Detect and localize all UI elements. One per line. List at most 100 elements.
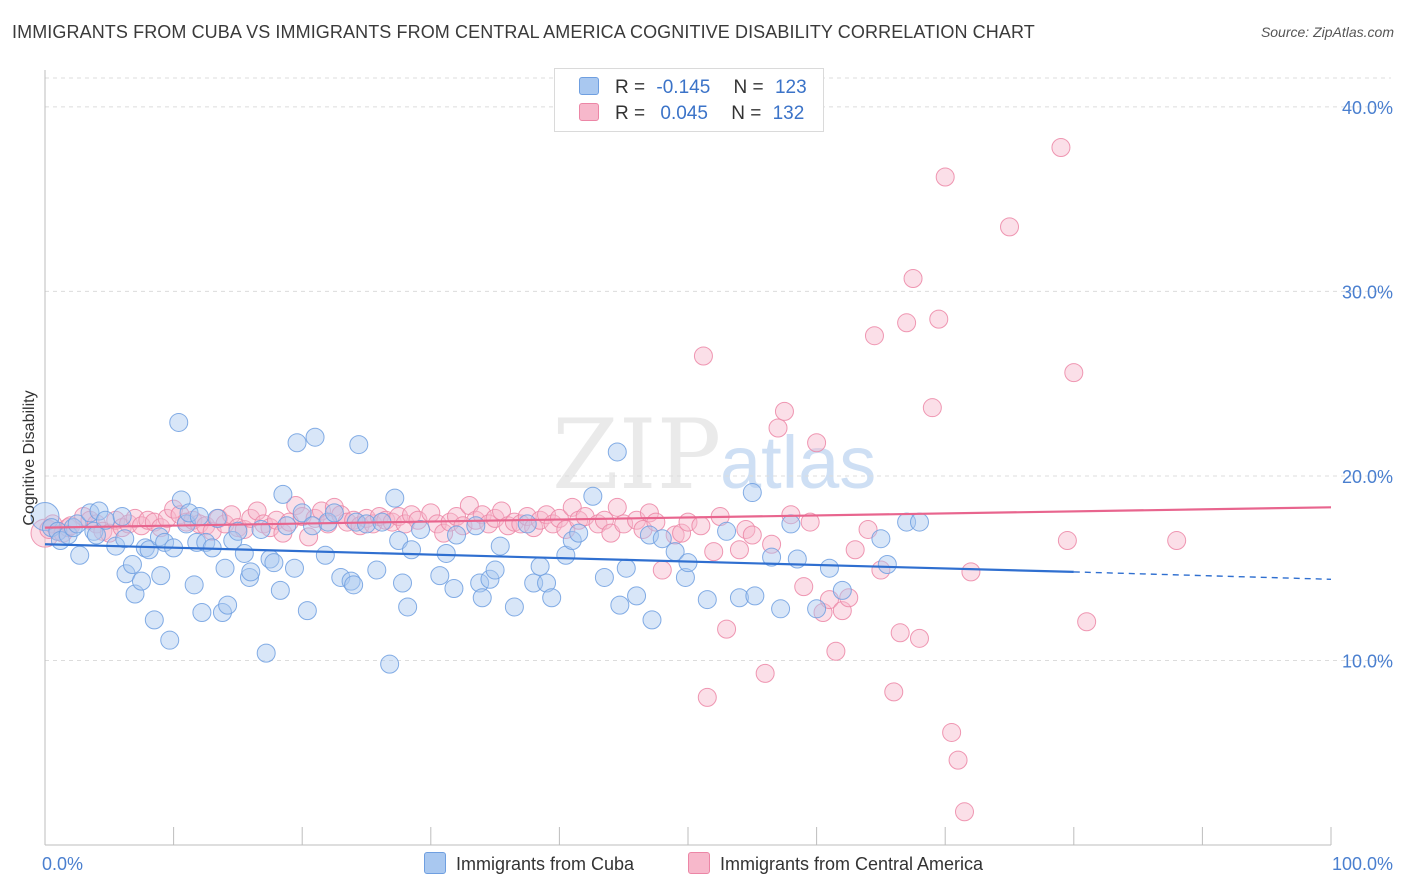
n-value: 132: [772, 103, 805, 124]
cuba-point: [562, 531, 582, 551]
cuba-point: [639, 525, 659, 545]
cuba-point: [30, 502, 60, 532]
central-america-point: [1077, 612, 1097, 632]
cuba-point: [819, 558, 839, 578]
central-america-point: [807, 433, 827, 453]
central-america-point: [61, 516, 81, 536]
cuba-point: [697, 590, 717, 610]
legend-label-cuba: Immigrants from Cuba: [456, 854, 635, 874]
central-america-point: [768, 418, 788, 438]
r-value: -0.145: [656, 77, 711, 98]
central-america-point: [935, 167, 955, 187]
cuba-point: [583, 486, 603, 506]
cuba-point: [207, 508, 227, 528]
central-america-point: [729, 540, 749, 560]
central-america-point: [524, 518, 544, 538]
legend-item-cuba[interactable]: Immigrants from Cuba: [424, 852, 634, 875]
central-america-point: [1167, 531, 1187, 551]
y-tick-label: 20.0%: [1342, 467, 1393, 487]
central-america-point: [472, 505, 492, 525]
cuba-point: [192, 603, 212, 622]
n-label: N =: [731, 103, 762, 124]
central-america-point: [903, 269, 923, 289]
central-america-point: [742, 525, 762, 545]
watermark-atlas: atlas: [720, 421, 876, 504]
central-america-point: [794, 577, 814, 597]
central-america-point: [839, 588, 859, 608]
cuba-trend-extension: [1073, 571, 1332, 580]
central-america-point: [157, 508, 177, 528]
cuba-point: [184, 575, 204, 595]
central-america-point: [1057, 531, 1077, 551]
central-america-point: [693, 346, 713, 366]
n-label: N =: [733, 77, 764, 98]
stats-row-central-america: R = 0.045 N = 132: [579, 103, 804, 125]
cuba-point: [393, 573, 413, 593]
cuba-point: [215, 558, 235, 578]
r-label: R =: [615, 103, 646, 124]
cuba-point: [781, 514, 801, 534]
cuba-point: [717, 521, 737, 541]
cuba-point: [490, 536, 510, 556]
central-america-point: [961, 562, 981, 582]
cuba-point: [832, 580, 852, 600]
cuba-trend-line: [44, 543, 1074, 574]
central-america-point: [800, 512, 820, 532]
central-america-point: [890, 623, 910, 643]
cuba-point: [189, 507, 209, 527]
cuba-point: [305, 427, 325, 447]
central-america-point: [717, 619, 737, 639]
cuba-point: [151, 566, 171, 586]
cuba-point: [729, 588, 749, 608]
cuba-point: [380, 654, 400, 674]
central-america-point: [601, 523, 621, 543]
cuba-point: [70, 545, 90, 565]
x-tick-label-min: 0.0%: [42, 854, 83, 874]
cuba-point: [569, 523, 589, 543]
cuba-point: [472, 588, 492, 608]
cuba-point: [594, 567, 614, 587]
cuba-point: [762, 547, 782, 567]
cuba-point: [367, 560, 387, 580]
cuba-point: [149, 527, 169, 547]
cuba-point: [909, 512, 929, 532]
central-america-point: [691, 516, 711, 536]
axes: [44, 70, 1332, 846]
cuba-point: [116, 564, 136, 584]
central-america-point: [672, 523, 692, 543]
legend-item-central-america[interactable]: Immigrants from Central America: [688, 852, 983, 875]
cuba-point: [642, 610, 662, 630]
cuba-point: [302, 516, 322, 536]
cuba-point: [745, 586, 765, 606]
cuba-point: [270, 580, 290, 600]
cuba-point: [287, 433, 307, 453]
cuba-point: [652, 529, 672, 549]
central-america-point: [704, 542, 724, 562]
central-america-point: [774, 401, 794, 421]
cuba-point: [256, 643, 276, 663]
cuba-point: [179, 503, 199, 523]
cuba-point: [349, 435, 369, 455]
x-tick-label-max: 100.0%: [1332, 854, 1393, 874]
cuba-point: [196, 532, 216, 552]
cuba-point: [264, 553, 284, 573]
central-america-point: [106, 510, 126, 530]
central-america-point: [897, 313, 917, 333]
cuba-point: [517, 514, 537, 534]
cuba-point: [871, 529, 891, 549]
central-america-point: [864, 326, 884, 346]
cuba-point: [112, 507, 132, 527]
cuba-point: [430, 566, 450, 586]
cuba-point: [89, 501, 109, 521]
watermark-zip: ZIP: [552, 399, 721, 511]
cuba-point: [675, 567, 695, 587]
central-america-point: [884, 682, 904, 702]
cuba-point: [297, 601, 317, 621]
cuba-point: [131, 571, 151, 591]
central-america-point: [942, 722, 962, 742]
cuba-point: [234, 543, 254, 563]
cuba-point: [627, 586, 647, 606]
cuba-point: [610, 595, 630, 615]
cuba-point: [218, 595, 238, 615]
central-america-point: [922, 398, 942, 418]
